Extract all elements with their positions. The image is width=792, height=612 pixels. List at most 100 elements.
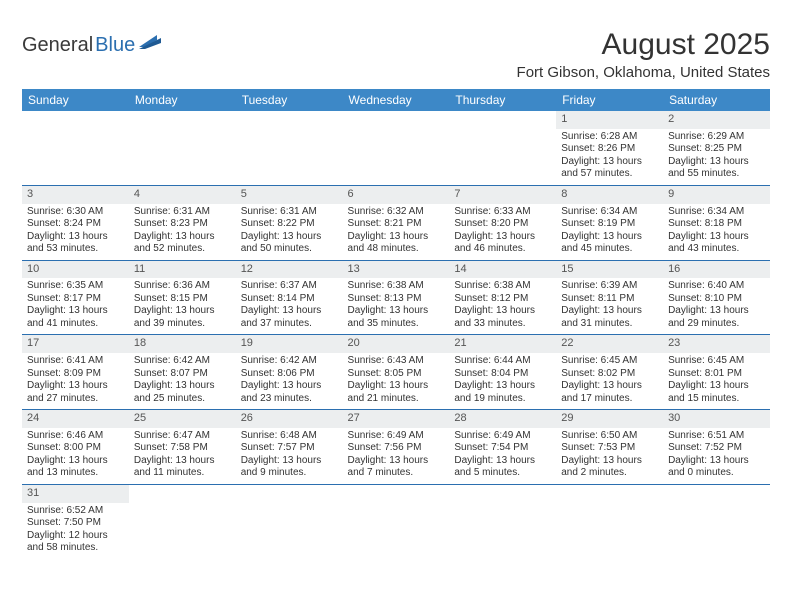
sunset-text: Sunset: 7:57 PM — [241, 442, 338, 455]
daylight-text: and 48 minutes. — [348, 243, 445, 256]
sunrise-text: Sunrise: 6:40 AM — [668, 280, 765, 293]
day-number: 11 — [129, 261, 236, 279]
calendar-day-cell — [663, 484, 770, 558]
sunrise-text: Sunrise: 6:34 AM — [668, 206, 765, 219]
calendar-day-cell: 1Sunrise: 6:28 AMSunset: 8:26 PMDaylight… — [556, 111, 663, 185]
sunset-text: Sunset: 8:11 PM — [561, 293, 658, 306]
day-details: Sunrise: 6:39 AMSunset: 8:11 PMDaylight:… — [556, 278, 663, 334]
daylight-text: and 17 minutes. — [561, 393, 658, 406]
day-details: Sunrise: 6:38 AMSunset: 8:13 PMDaylight:… — [343, 278, 450, 334]
daylight-text: Daylight: 13 hours — [668, 156, 765, 169]
calendar-day-cell: 10Sunrise: 6:35 AMSunset: 8:17 PMDayligh… — [22, 260, 129, 335]
calendar-day-cell: 22Sunrise: 6:45 AMSunset: 8:02 PMDayligh… — [556, 335, 663, 410]
day-number: 28 — [449, 410, 556, 428]
sunset-text: Sunset: 7:54 PM — [454, 442, 551, 455]
calendar-day-cell: 2Sunrise: 6:29 AMSunset: 8:25 PMDaylight… — [663, 111, 770, 185]
sunset-text: Sunset: 8:10 PM — [668, 293, 765, 306]
sunrise-text: Sunrise: 6:31 AM — [241, 206, 338, 219]
daylight-text: and 37 minutes. — [241, 318, 338, 331]
sunrise-text: Sunrise: 6:42 AM — [241, 355, 338, 368]
sunrise-text: Sunrise: 6:48 AM — [241, 430, 338, 443]
calendar-week-row: 10Sunrise: 6:35 AMSunset: 8:17 PMDayligh… — [22, 260, 770, 335]
sunset-text: Sunset: 8:06 PM — [241, 368, 338, 381]
daylight-text: Daylight: 13 hours — [561, 156, 658, 169]
sunrise-text: Sunrise: 6:47 AM — [134, 430, 231, 443]
daylight-text: and 9 minutes. — [241, 467, 338, 480]
day-number: 17 — [22, 335, 129, 353]
day-number: 13 — [343, 261, 450, 279]
sunrise-text: Sunrise: 6:43 AM — [348, 355, 445, 368]
sunset-text: Sunset: 8:09 PM — [27, 368, 124, 381]
day-number: 8 — [556, 186, 663, 204]
sunrise-text: Sunrise: 6:34 AM — [561, 206, 658, 219]
sunrise-text: Sunrise: 6:50 AM — [561, 430, 658, 443]
day-number: 30 — [663, 410, 770, 428]
sunrise-text: Sunrise: 6:35 AM — [27, 280, 124, 293]
logo: GeneralBlue — [22, 34, 163, 57]
calendar-day-cell: 5Sunrise: 6:31 AMSunset: 8:22 PMDaylight… — [236, 185, 343, 260]
day-number: 22 — [556, 335, 663, 353]
day-number: 5 — [236, 186, 343, 204]
daylight-text: and 50 minutes. — [241, 243, 338, 256]
day-number: 18 — [129, 335, 236, 353]
sunset-text: Sunset: 7:53 PM — [561, 442, 658, 455]
day-details: Sunrise: 6:51 AMSunset: 7:52 PMDaylight:… — [663, 428, 770, 484]
day-number: 27 — [343, 410, 450, 428]
calendar-day-cell: 6Sunrise: 6:32 AMSunset: 8:21 PMDaylight… — [343, 185, 450, 260]
day-details: Sunrise: 6:41 AMSunset: 8:09 PMDaylight:… — [22, 353, 129, 409]
daylight-text: Daylight: 13 hours — [241, 455, 338, 468]
sunset-text: Sunset: 8:13 PM — [348, 293, 445, 306]
day-number: 12 — [236, 261, 343, 279]
daylight-text: Daylight: 13 hours — [27, 455, 124, 468]
calendar-day-cell: 7Sunrise: 6:33 AMSunset: 8:20 PMDaylight… — [449, 185, 556, 260]
sunset-text: Sunset: 8:21 PM — [348, 218, 445, 231]
day-details: Sunrise: 6:44 AMSunset: 8:04 PMDaylight:… — [449, 353, 556, 409]
day-number: 31 — [22, 485, 129, 503]
sunrise-text: Sunrise: 6:36 AM — [134, 280, 231, 293]
day-details: Sunrise: 6:37 AMSunset: 8:14 PMDaylight:… — [236, 278, 343, 334]
sunrise-text: Sunrise: 6:45 AM — [668, 355, 765, 368]
daylight-text: Daylight: 13 hours — [241, 305, 338, 318]
calendar-week-row: 3Sunrise: 6:30 AMSunset: 8:24 PMDaylight… — [22, 185, 770, 260]
day-details: Sunrise: 6:35 AMSunset: 8:17 PMDaylight:… — [22, 278, 129, 334]
sunset-text: Sunset: 8:18 PM — [668, 218, 765, 231]
day-number: 6 — [343, 186, 450, 204]
day-details: Sunrise: 6:43 AMSunset: 8:05 PMDaylight:… — [343, 353, 450, 409]
day-details: Sunrise: 6:40 AMSunset: 8:10 PMDaylight:… — [663, 278, 770, 334]
daylight-text: and 52 minutes. — [134, 243, 231, 256]
sunrise-text: Sunrise: 6:29 AM — [668, 131, 765, 144]
day-number: 21 — [449, 335, 556, 353]
sunset-text: Sunset: 7:52 PM — [668, 442, 765, 455]
day-number: 2 — [663, 111, 770, 129]
day-details: Sunrise: 6:34 AMSunset: 8:19 PMDaylight:… — [556, 204, 663, 260]
calendar-day-cell: 3Sunrise: 6:30 AMSunset: 8:24 PMDaylight… — [22, 185, 129, 260]
sunrise-text: Sunrise: 6:30 AM — [27, 206, 124, 219]
daylight-text: and 45 minutes. — [561, 243, 658, 256]
daylight-text: and 11 minutes. — [134, 467, 231, 480]
daylight-text: and 39 minutes. — [134, 318, 231, 331]
calendar-week-row: 24Sunrise: 6:46 AMSunset: 8:00 PMDayligh… — [22, 410, 770, 485]
title-block: August 2025 Fort Gibson, Oklahoma, Unite… — [517, 28, 770, 81]
sunrise-text: Sunrise: 6:28 AM — [561, 131, 658, 144]
daylight-text: and 33 minutes. — [454, 318, 551, 331]
calendar-day-cell: 14Sunrise: 6:38 AMSunset: 8:12 PMDayligh… — [449, 260, 556, 335]
daylight-text: Daylight: 13 hours — [561, 231, 658, 244]
daylight-text: and 13 minutes. — [27, 467, 124, 480]
sunset-text: Sunset: 8:02 PM — [561, 368, 658, 381]
daylight-text: and 55 minutes. — [668, 168, 765, 181]
sunrise-text: Sunrise: 6:38 AM — [454, 280, 551, 293]
day-number: 7 — [449, 186, 556, 204]
day-details: Sunrise: 6:33 AMSunset: 8:20 PMDaylight:… — [449, 204, 556, 260]
daylight-text: Daylight: 13 hours — [454, 455, 551, 468]
sunrise-text: Sunrise: 6:51 AM — [668, 430, 765, 443]
daylight-text: and 21 minutes. — [348, 393, 445, 406]
day-details: Sunrise: 6:31 AMSunset: 8:23 PMDaylight:… — [129, 204, 236, 260]
day-details: Sunrise: 6:42 AMSunset: 8:07 PMDaylight:… — [129, 353, 236, 409]
daylight-text: and 0 minutes. — [668, 467, 765, 480]
day-details: Sunrise: 6:34 AMSunset: 8:18 PMDaylight:… — [663, 204, 770, 260]
day-number: 19 — [236, 335, 343, 353]
flag-icon — [139, 35, 163, 56]
daylight-text: Daylight: 13 hours — [27, 231, 124, 244]
day-number: 4 — [129, 186, 236, 204]
header: GeneralBlue August 2025 Fort Gibson, Okl… — [22, 28, 770, 81]
